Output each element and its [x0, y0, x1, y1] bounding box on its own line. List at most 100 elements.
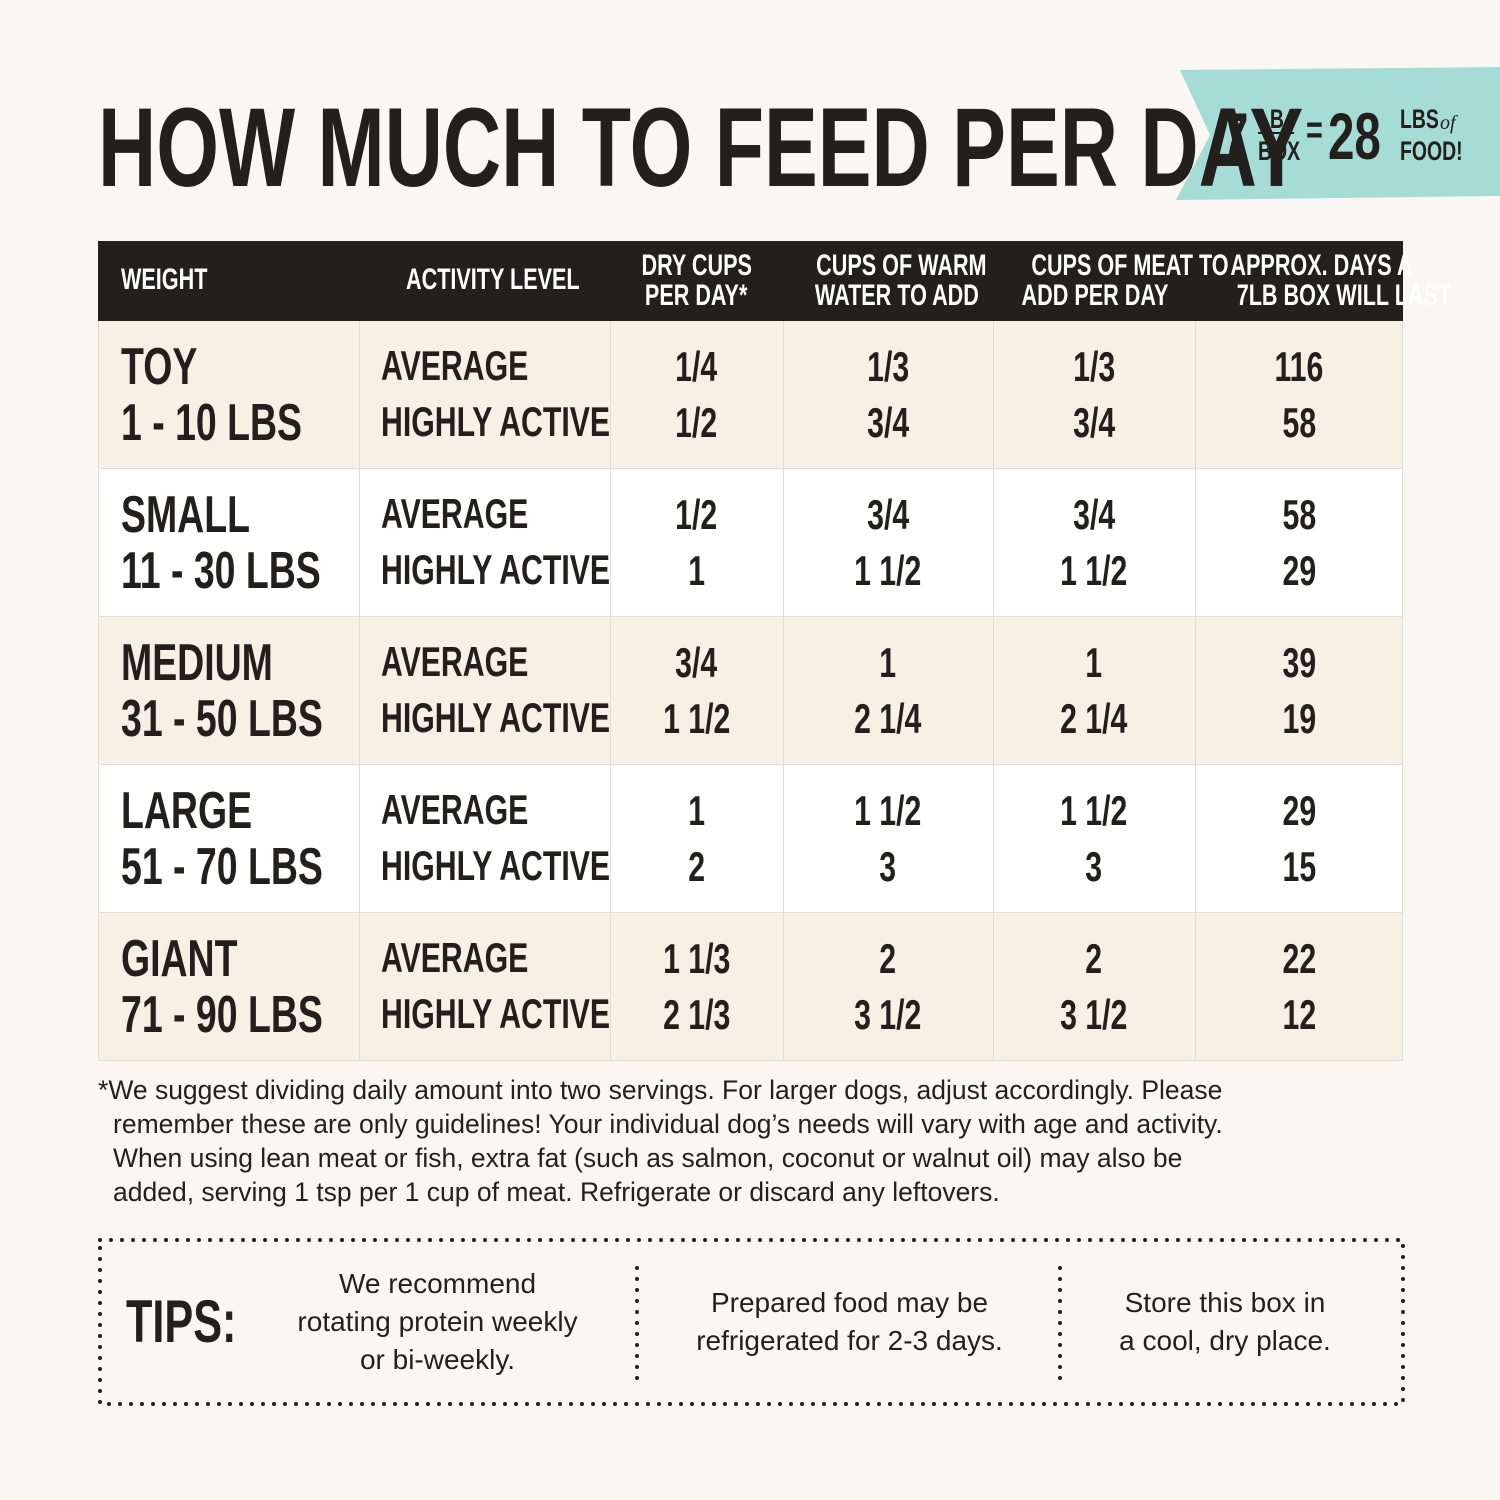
- cell-value-text: 22: [1282, 935, 1316, 982]
- cell-divider: [610, 765, 611, 913]
- weight-class-text: MEDIUM: [121, 634, 273, 692]
- column-header: WATER TO ADD: [783, 280, 993, 312]
- tip-line-text: Store this box in: [1124, 1287, 1326, 1318]
- tip-line: or bi-weekly.: [265, 1341, 610, 1379]
- cell-value: 2: [783, 933, 993, 985]
- cell-value-text: 1: [688, 547, 705, 594]
- weight-class: 51 - 70 LBS: [121, 839, 401, 895]
- cell-value: 2 1/3: [610, 989, 783, 1041]
- activity-level: HIGHLY ACTIVE: [381, 545, 699, 595]
- column-header-text: ADD PER DAY: [1021, 279, 1169, 312]
- column-header-text: DRY CUPS: [641, 249, 752, 282]
- cell-divider: [359, 765, 360, 913]
- weight-class-text: 11 - 30 LBS: [121, 542, 321, 600]
- activity-level-text: HIGHLY ACTIVE: [381, 842, 611, 889]
- cell-value-text: 1 1/3: [662, 935, 731, 982]
- activity-level-text: HIGHLY ACTIVE: [381, 398, 611, 445]
- column-header: WEIGHT: [121, 264, 241, 296]
- cell-divider: [359, 469, 360, 617]
- cell-value: 3 1/2: [993, 989, 1195, 1041]
- cell-value: 1/2: [610, 489, 783, 541]
- cell-value-text: 1/3: [866, 343, 910, 390]
- badge-unit: LBS: [1400, 106, 1454, 133]
- cell-value-text: 3/4: [1072, 399, 1116, 446]
- cell-value: 1: [610, 545, 783, 597]
- cell-value-text: 1/4: [675, 343, 718, 390]
- cell-value: 2 1/4: [783, 693, 993, 745]
- table-row: [98, 469, 1403, 617]
- cell-divider: [993, 469, 994, 617]
- weight-class: 1 - 10 LBS: [121, 395, 372, 451]
- cell-value-text: 2 1/4: [854, 695, 922, 742]
- tip-line-text: a cool, dry place.: [1119, 1325, 1331, 1356]
- activity-level-text: AVERAGE: [381, 638, 529, 685]
- activity-level: AVERAGE: [381, 637, 586, 687]
- cell-value-text: 39: [1282, 639, 1316, 686]
- cell-divider: [359, 321, 360, 469]
- cell-value-text: 3: [879, 843, 897, 890]
- weight-class-text: TOY: [121, 338, 198, 396]
- cell-value-text: 1 1/2: [662, 695, 731, 742]
- cell-divider: [993, 913, 994, 1061]
- activity-level-text: AVERAGE: [381, 786, 529, 833]
- badge-number: 7: [1222, 100, 1259, 172]
- cell-value-text: 3/4: [1072, 491, 1116, 538]
- column-header: CUPS OF MEAT TO: [993, 250, 1228, 282]
- activity-level-text: HIGHLY ACTIVE: [381, 546, 611, 593]
- tip-line-text: rotating protein weekly: [297, 1306, 578, 1337]
- cell-divider: [1195, 321, 1196, 469]
- cell-divider: [993, 765, 994, 913]
- cell-divider: [993, 321, 994, 469]
- column-header: DRY CUPS: [610, 250, 783, 282]
- weight-class-text: 1 - 10 LBS: [121, 394, 303, 452]
- badge-unit-text: BOX: [1258, 136, 1301, 166]
- cell-value-text: 1 1/2: [1060, 787, 1128, 834]
- cell-divider: [783, 617, 784, 765]
- tip-line-text: or bi-weekly.: [359, 1344, 516, 1375]
- cell-value: 1 1/2: [783, 545, 993, 597]
- cell-value: 2: [993, 933, 1195, 985]
- column-header: 7LB BOX WILL LAST: [1195, 280, 1451, 312]
- activity-level-text: AVERAGE: [381, 934, 529, 981]
- column-header-text: WEIGHT: [121, 263, 208, 296]
- activity-level: HIGHLY ACTIVE: [381, 841, 699, 891]
- badge-of-text: of: [1440, 112, 1456, 134]
- cell-value-text: 1 1/2: [854, 787, 922, 834]
- cell-value-text: 2: [879, 935, 897, 982]
- table-row: [98, 617, 1403, 765]
- activity-level: HIGHLY ACTIVE: [381, 397, 699, 447]
- cell-value: 3/4: [610, 637, 783, 689]
- column-header-text: APPROX. DAYS A: [1230, 249, 1413, 282]
- footnote-line: added, serving 1 tsp per 1 cup of meat. …: [113, 1175, 1000, 1209]
- footnote-line-text: remember these are only guidelines! Your…: [113, 1109, 1223, 1139]
- cell-value-text: 2: [688, 843, 705, 890]
- cell-divider: [610, 913, 611, 1061]
- cell-value-text: 1 1/2: [854, 547, 922, 594]
- weight-class: 31 - 50 LBS: [121, 691, 401, 747]
- cell-value: 3/4: [993, 397, 1195, 449]
- cell-value: 1 1/2: [783, 785, 993, 837]
- cell-value: 12: [1195, 989, 1403, 1041]
- cell-value: 1: [610, 785, 783, 837]
- weight-class: TOY: [121, 339, 227, 395]
- cell-value-text: 1/3: [1072, 343, 1116, 390]
- column-header: APPROX. DAYS A: [1195, 250, 1412, 282]
- cell-value: 1/3: [783, 341, 993, 393]
- cell-value: 1 1/2: [993, 785, 1195, 837]
- activity-level: AVERAGE: [381, 489, 586, 539]
- column-header-text: WATER TO ADD: [814, 279, 979, 312]
- column-header: PER DAY*: [610, 280, 783, 312]
- cell-value: 3: [783, 841, 993, 893]
- cell-divider: [783, 765, 784, 913]
- weight-class-text: 71 - 90 LBS: [121, 986, 323, 1044]
- cell-value-text: 3/4: [866, 399, 910, 446]
- cell-divider: [783, 913, 784, 1061]
- cell-value: 29: [1195, 545, 1403, 597]
- cell-divider: [783, 321, 784, 469]
- cell-value-text: 12: [1282, 991, 1316, 1038]
- table-border: [98, 321, 1403, 1061]
- footnote-line: remember these are only guidelines! Your…: [113, 1107, 1223, 1141]
- badge-equals-text: =: [1306, 108, 1323, 152]
- badge-unit: LB: [1258, 106, 1294, 134]
